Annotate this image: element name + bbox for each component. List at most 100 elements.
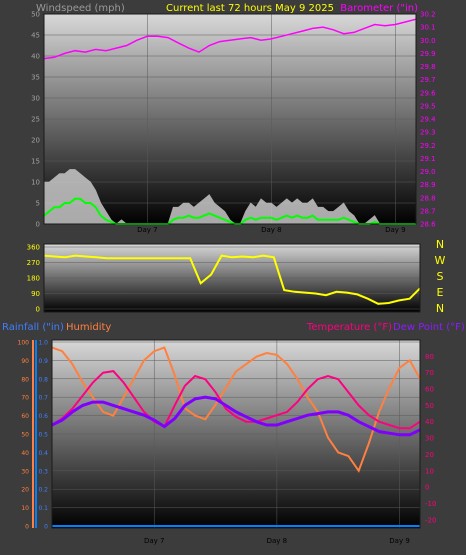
rainfall-tick-label: 0.8 — [38, 376, 48, 383]
rainfall-tick-label: 0.5 — [38, 432, 48, 439]
temperature-tick-label: 50 — [425, 402, 434, 410]
temperature-tick-label: 60 — [425, 386, 434, 394]
barometer-tick-label: 29.3 — [420, 129, 436, 137]
barometer-tick-label: 28.7 — [420, 207, 436, 215]
temperature-axis-label: Temperature (°F) — [306, 322, 392, 333]
day-label-7: Day 7 — [144, 537, 165, 545]
barometer-tick-label: 29.8 — [420, 63, 436, 71]
temperature-ticks: -20 -10 0 10 20 30 40 50 60 70 80 — [425, 353, 436, 524]
barometer-tick-label: 29.4 — [420, 116, 436, 124]
temperature-tick-label: 0 — [425, 484, 429, 492]
humidity-tick-label: 10 — [21, 505, 29, 512]
wind-barometer-panel: 0 5 10 15 20 25 30 35 40 45 50 28.6 28.7 28.8 28.9 29.… — [31, 11, 436, 235]
rainfall-tick-label: 0.1 — [38, 505, 48, 512]
compass-label-e: E — [437, 286, 444, 299]
rainfall-tick-label: 0.6 — [38, 413, 48, 420]
barometer-tick-label: 29.9 — [420, 50, 436, 58]
direction-tick-label: 0 — [36, 306, 40, 314]
rainfall-axis-label: Rainfall ("in) — [2, 322, 64, 333]
barometer-axis-label: Barometer ("in) — [340, 3, 418, 14]
day-label-8: Day 8 — [261, 226, 282, 234]
direction-tick-label: 90 — [31, 290, 40, 298]
temperature-tick-label: -10 — [425, 500, 436, 508]
windspeed-tick-label: 35 — [31, 74, 40, 82]
barometer-tick-label: 28.8 — [420, 194, 436, 202]
wind-average-line — [43, 197, 416, 225]
barometer-tick-label: 29.5 — [420, 102, 436, 110]
dew-point-line — [51, 395, 421, 437]
rainfall-ticks: 0 0.1 0.2 0.3 0.4 0.5 0.6 0.7 0.8 0.9 1.0 — [38, 340, 48, 531]
barometer-tick-label: 29.0 — [420, 168, 436, 176]
temperature-tick-label: 40 — [425, 418, 434, 426]
dew-point-axis-label: Dew Point (°F) — [393, 322, 465, 333]
temperature-line — [51, 370, 421, 430]
barometer-tick-label: 28.9 — [420, 181, 436, 189]
barometer-tick-label: 30.2 — [420, 11, 436, 19]
humidity-tick-label: 30 — [21, 468, 29, 475]
barometer-tick-label: 29.2 — [420, 142, 436, 150]
wind-barometer-day-labels: Day 7 Day 8 Day 9 — [137, 226, 406, 234]
temperature-tick-label: -20 — [425, 516, 436, 524]
windspeed-tick-label: 50 — [31, 11, 40, 19]
compass-label-s: S — [437, 270, 444, 283]
humidity-line — [51, 346, 421, 473]
barometer-tick-label: 30.1 — [420, 24, 436, 32]
humidity-tick-label: 50 — [21, 432, 29, 439]
windspeed-tick-label: 10 — [31, 179, 40, 187]
temperature-tick-label: 80 — [425, 353, 434, 361]
humidity-tick-label: 20 — [21, 487, 29, 494]
windspeed-tick-label: 45 — [31, 32, 40, 40]
windspeed-axis-label: Windspeed (mph) — [36, 3, 125, 14]
humidity-tick-label: 100 — [18, 340, 30, 347]
temperature-humidity-day-labels: Day 7 Day 8 Day 9 — [144, 537, 410, 545]
rainfall-tick-label: 0.4 — [38, 450, 48, 457]
day-label-9: Day 9 — [389, 537, 410, 545]
temperature-humidity-series — [51, 346, 421, 527]
humidity-tick-label: 40 — [21, 450, 29, 457]
humidity-tick-label: 80 — [21, 376, 29, 383]
direction-tick-label: 180 — [27, 275, 40, 283]
temperature-tick-label: 20 — [425, 451, 434, 459]
compass-label-n: N — [436, 238, 444, 251]
compass-label-n: N — [436, 302, 444, 315]
windspeed-tick-label: 5 — [36, 200, 40, 208]
day-label-9: Day 9 — [385, 226, 406, 234]
temperature-tick-label: 10 — [425, 467, 434, 475]
temperature-tick-label: 70 — [425, 369, 434, 377]
windspeed-tick-label: 40 — [31, 53, 40, 61]
barometer-tick-label: 30.0 — [420, 37, 436, 45]
barometer-tick-label: 29.6 — [420, 89, 436, 97]
humidity-tick-label: 60 — [21, 413, 29, 420]
humidity-tick-label: 0 — [25, 524, 29, 531]
day-label-8: Day 8 — [267, 537, 288, 545]
rainfall-tick-label: 0.7 — [38, 395, 48, 402]
barometer-tick-label: 29.1 — [420, 155, 436, 163]
day-label-7: Day 7 — [137, 226, 158, 234]
direction-tick-label: 270 — [27, 259, 40, 267]
windspeed-tick-label: 25 — [31, 116, 40, 124]
barometer-tick-label: 29.7 — [420, 76, 436, 84]
wind-direction-ticks: 0 90 180 270 360 — [27, 244, 40, 314]
humidity-axis-label: Humidity — [66, 322, 111, 333]
rainfall-tick-label: 1.0 — [38, 340, 48, 347]
humidity-tick-label: 70 — [21, 395, 29, 402]
windspeed-tick-label: 0 — [36, 221, 40, 229]
chart-title: Current last 72 hours May 9 2025 — [166, 3, 334, 14]
windspeed-tick-label: 30 — [31, 95, 40, 103]
barometer-line — [43, 18, 417, 60]
barometer-ticks: 28.6 28.7 28.8 28.9 29.0 29.1 29.2 29.3 29.4 29.5… — [420, 11, 436, 229]
compass-label-w: W — [435, 254, 446, 267]
rainfall-tick-label: 0.2 — [38, 487, 48, 494]
humidity-tick-label: 90 — [21, 358, 29, 365]
rainfall-tick-label: 0.3 — [38, 468, 48, 475]
humidity-ticks: 0 10 20 30 40 50 60 70 80 90 100 — [18, 340, 30, 531]
windspeed-tick-label: 15 — [31, 158, 40, 166]
rainfall-tick-label: 0 — [44, 524, 48, 531]
temperature-tick-label: 30 — [425, 435, 434, 443]
direction-tick-label: 360 — [27, 244, 40, 252]
windspeed-ticks: 0 5 10 15 20 25 30 35 40 45 50 — [31, 11, 40, 229]
